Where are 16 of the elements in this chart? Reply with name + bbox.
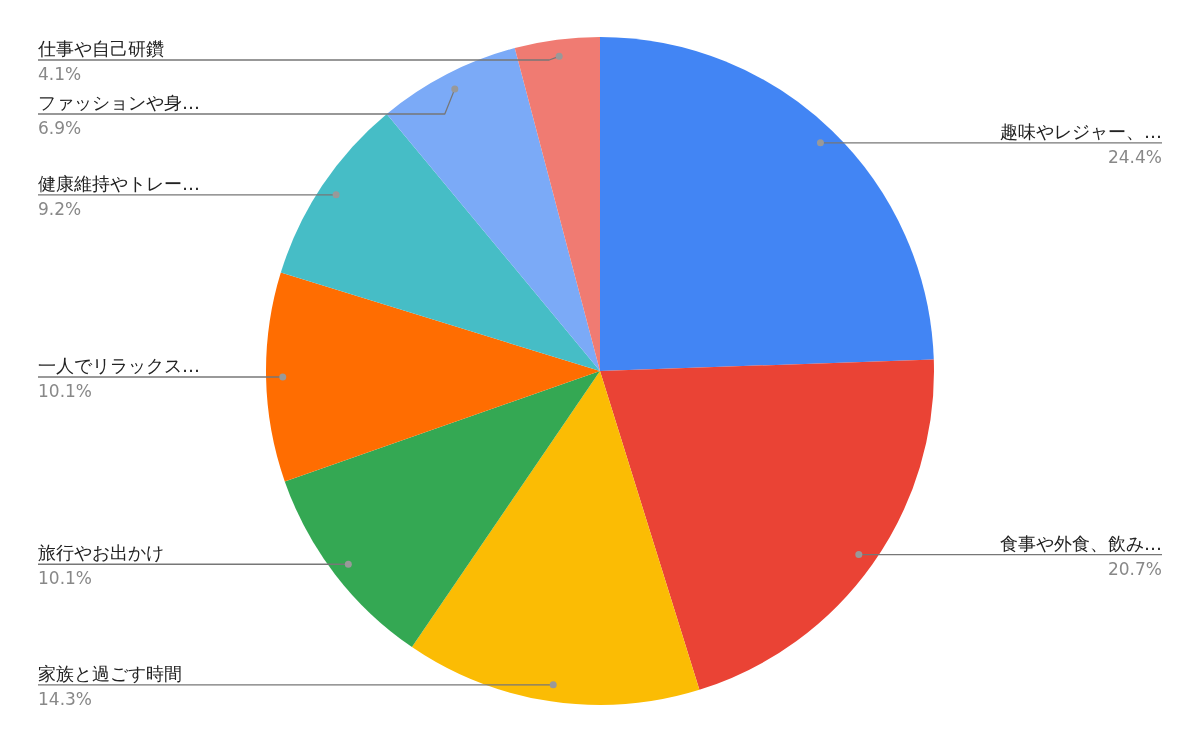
data-label: 6.9% (38, 118, 82, 138)
data-label: 4.1% (38, 64, 82, 84)
slice-label: ファッションや身… (38, 92, 200, 113)
slice-label: 健康維持やトレー… (38, 172, 200, 194)
slice-label: 趣味やレジャー、… (1000, 120, 1162, 142)
slice-label: 食事や外食、飲み… (1000, 532, 1162, 554)
data-label: 24.4% (1107, 146, 1162, 167)
slice-label: 一人でリラックス… (38, 354, 200, 376)
slice-label: 旅行やお出かけ (38, 542, 164, 564)
data-label: 9.2% (38, 198, 82, 219)
slice-label: 仕事や自己研鑽 (37, 38, 164, 59)
data-label: 20.7% (1107, 558, 1162, 579)
data-label: 10.1% (38, 380, 93, 401)
data-label: 10.1% (38, 568, 93, 589)
data-label: 14.3% (38, 688, 93, 709)
slice-label: 家族と過ごす時間 (38, 662, 182, 684)
